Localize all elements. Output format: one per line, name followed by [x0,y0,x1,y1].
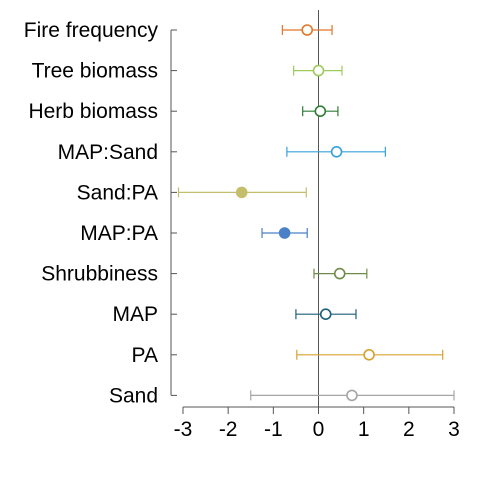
point-estimate [278,227,291,239]
point-estimate [319,308,332,321]
y-tick-label: Herb biomass [28,100,158,123]
point-group [296,348,444,361]
point-group [281,24,333,36]
y-tick-label: PA [132,344,158,367]
y-axis: Fire frequency Tree biomass Herb biomass MA… [24,19,177,407]
point-group [295,308,357,321]
x-tick-label: -3 [174,418,193,441]
y-tick-label: MAP:Sand [58,141,158,164]
x-tick-label: 1 [358,418,370,441]
point-estimate [330,146,343,158]
y-tick-label: Tree biomass [32,60,158,83]
point-estimate [346,389,358,402]
point-group [177,186,307,199]
point-group [286,146,386,158]
y-tick-label: MAP [112,303,158,326]
point-estimate [363,348,375,361]
point-group [313,267,368,280]
x-tick-label: -2 [219,418,238,441]
x-axis: -3 -2 -1 0 1 2 3 [174,406,460,441]
point-estimate [301,24,314,36]
point-estimate [314,105,327,117]
point-estimate [235,186,248,199]
point-group [250,389,455,402]
x-tick-label: 3 [448,418,460,441]
y-tick-label: Sand [109,384,158,407]
x-tick-label: 0 [313,418,325,441]
point-estimate [312,64,325,77]
y-tick-label: MAP:PA [80,222,158,245]
y-tick-label: Fire frequency [24,19,159,42]
y-tick-label: Sand:PA [77,181,158,204]
y-tick-label: Shrubbiness [41,263,158,286]
series-points [177,24,455,402]
x-tick-label: 2 [403,418,415,441]
point-estimate [333,267,346,280]
point-group [261,227,308,239]
point-group [302,105,339,117]
x-tick-label: -1 [264,418,283,441]
point-group [293,64,343,77]
